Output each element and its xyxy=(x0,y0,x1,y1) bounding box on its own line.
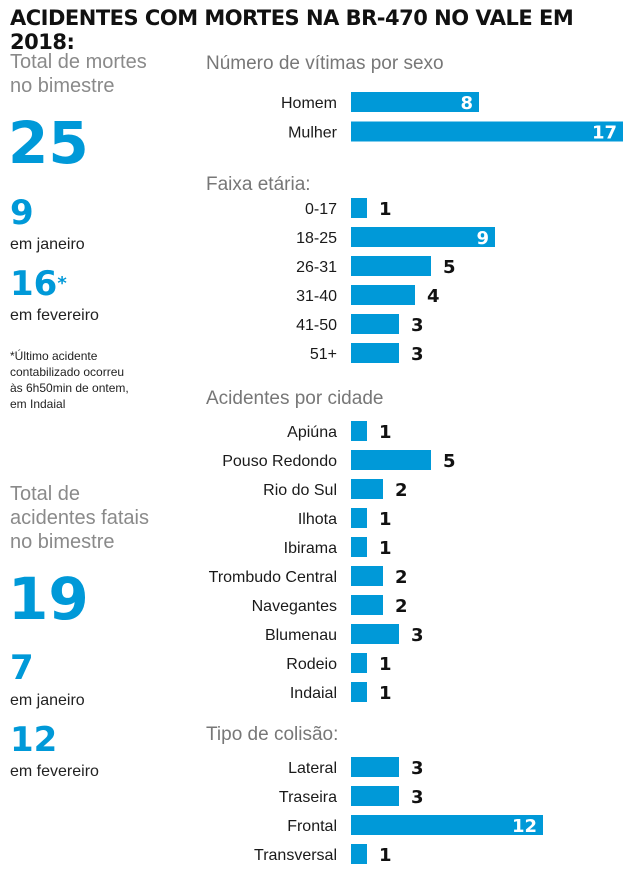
chart-3-category-label: Frontal xyxy=(287,818,337,835)
accidents-february-label: em fevereiro xyxy=(10,763,99,780)
deaths-label-line-1: Total de mortes xyxy=(10,51,147,73)
chart-1-value-label: 1 xyxy=(379,199,392,220)
chart-2-category-label: Blumenau xyxy=(265,627,337,644)
chart-2-category-label: Ilhota xyxy=(298,511,337,528)
chart-1-category-label: 31-40 xyxy=(296,288,337,305)
deaths-january-label: em janeiro xyxy=(10,236,85,253)
accidents-january: 7 xyxy=(10,648,34,688)
chart-2-bar xyxy=(351,624,399,644)
chart-2-value-label: 1 xyxy=(379,654,392,675)
chart-1-value-label: 5 xyxy=(443,257,456,278)
chart-3-value-label: 1 xyxy=(379,845,392,866)
chart-2-bar xyxy=(351,537,367,557)
chart-1-value-label: 3 xyxy=(411,315,424,336)
chart-2-category-label: Navegantes xyxy=(252,598,337,615)
chart-1-category-label: 26-31 xyxy=(296,259,337,276)
deaths-february: 16* xyxy=(10,264,67,304)
deaths-february-value: 16 xyxy=(10,264,58,304)
chart-3-bar xyxy=(351,815,543,835)
chart-3-value-label: 3 xyxy=(411,758,424,779)
chart-0-bar xyxy=(351,92,479,112)
chart-1-category-label: 41-50 xyxy=(296,317,337,334)
chart-1-bar xyxy=(351,256,431,276)
chart-2-value-label: 1 xyxy=(379,538,392,559)
chart-2-value-label: 2 xyxy=(395,596,408,617)
deaths-label-line-2: no bimestre xyxy=(10,75,115,97)
chart-2-bar xyxy=(351,682,367,702)
accidents-january-label: em janeiro xyxy=(10,692,85,709)
chart-2-bar xyxy=(351,450,431,470)
accidents-label-line-2: acidentes fatais xyxy=(10,507,149,529)
chart-2-value-label: 2 xyxy=(395,480,408,501)
accidents-february: 12 xyxy=(10,720,58,760)
chart-3-category-label: Traseira xyxy=(279,789,337,806)
chart-1-bar xyxy=(351,314,399,334)
chart-1-bar xyxy=(351,227,495,247)
chart-1-value-label: 3 xyxy=(411,344,424,365)
chart-1-category-label: 51+ xyxy=(310,346,337,363)
chart-2-bar xyxy=(351,508,367,528)
chart-3-title: Tipo de colisão: xyxy=(206,724,338,745)
chart-2-category-label: Rio do Sul xyxy=(263,482,337,499)
chart-2-category-label: Apiúna xyxy=(287,424,337,441)
footnote-line-3: às 6h50min de ontem, xyxy=(10,381,129,395)
chart-2-bar xyxy=(351,479,383,499)
chart-2-value-label: 2 xyxy=(395,567,408,588)
deaths-total: 25 xyxy=(8,109,89,177)
footnote-line-2: contabilizado ocorreu xyxy=(10,365,125,379)
chart-2-category-label: Pouso Redondo xyxy=(222,453,337,470)
chart-2-value-label: 1 xyxy=(379,683,392,704)
footnote-asterisk: * xyxy=(57,273,67,294)
chart-2-category-label: Rodeio xyxy=(286,656,337,673)
chart-3-bar xyxy=(351,844,367,864)
chart-0-title: Número de vítimas por sexo xyxy=(206,53,444,74)
chart-2-value-label: 5 xyxy=(443,451,456,472)
chart-2-bar xyxy=(351,566,383,586)
chart-2-title: Acidentes por cidade xyxy=(206,388,383,409)
chart-3-category-label: Lateral xyxy=(288,760,337,777)
chart-1-value-label: 9 xyxy=(476,228,489,249)
footnote: *Último acidente contabilizado ocorreu à… xyxy=(10,348,129,412)
footnote-line-4: em Indaial xyxy=(10,397,66,411)
chart-0-bar xyxy=(351,121,623,142)
chart-0-value-label: 8 xyxy=(460,93,473,114)
chart-2-category-label: Ibirama xyxy=(284,540,337,557)
chart-2-category-label: Trombudo Central xyxy=(209,569,337,586)
chart-2-value-label: 3 xyxy=(411,625,424,646)
page-title: ACIDENTES COM MORTES NA BR-470 NO VALE E… xyxy=(10,6,574,54)
chart-0-value-label: 17 xyxy=(592,123,617,144)
chart-0-category-label: Mulher xyxy=(288,125,338,142)
chart-1-bar xyxy=(351,285,415,305)
chart-3-bar xyxy=(351,757,399,777)
footnote-line-1: *Último acidente xyxy=(10,349,98,363)
chart-1-title: Faixa etária: xyxy=(206,174,311,195)
accidents-label: Total de acidentes fatais no bimestre xyxy=(10,482,149,554)
deaths-february-label: em fevereiro xyxy=(10,307,99,324)
chart-2-bar xyxy=(351,653,367,673)
chart-2-bar xyxy=(351,421,367,441)
accidents-label-line-3: no bimestre xyxy=(10,531,115,553)
chart-2-value-label: 1 xyxy=(379,422,392,443)
chart-3-value-label: 12 xyxy=(512,816,537,837)
chart-1-bar xyxy=(351,343,399,363)
chart-2-value-label: 1 xyxy=(379,509,392,530)
deaths-january: 9 xyxy=(10,193,34,233)
accidents-label-line-1: Total de xyxy=(10,483,81,505)
accidents-total: 19 xyxy=(8,565,89,633)
chart-2-bar xyxy=(351,595,383,615)
chart-3-bar xyxy=(351,786,399,806)
chart-3-category-label: Transversal xyxy=(254,847,337,864)
chart-1-bar xyxy=(351,198,367,218)
chart-0-category-label: Homem xyxy=(281,95,337,112)
chart-1-value-label: 4 xyxy=(427,286,440,307)
chart-1-category-label: 0-17 xyxy=(305,201,337,218)
deaths-label: Total de mortes no bimestre xyxy=(10,50,147,98)
chart-2-category-label: Indaial xyxy=(290,685,337,702)
chart-1-category-label: 18-25 xyxy=(296,230,337,247)
chart-3-value-label: 3 xyxy=(411,787,424,808)
